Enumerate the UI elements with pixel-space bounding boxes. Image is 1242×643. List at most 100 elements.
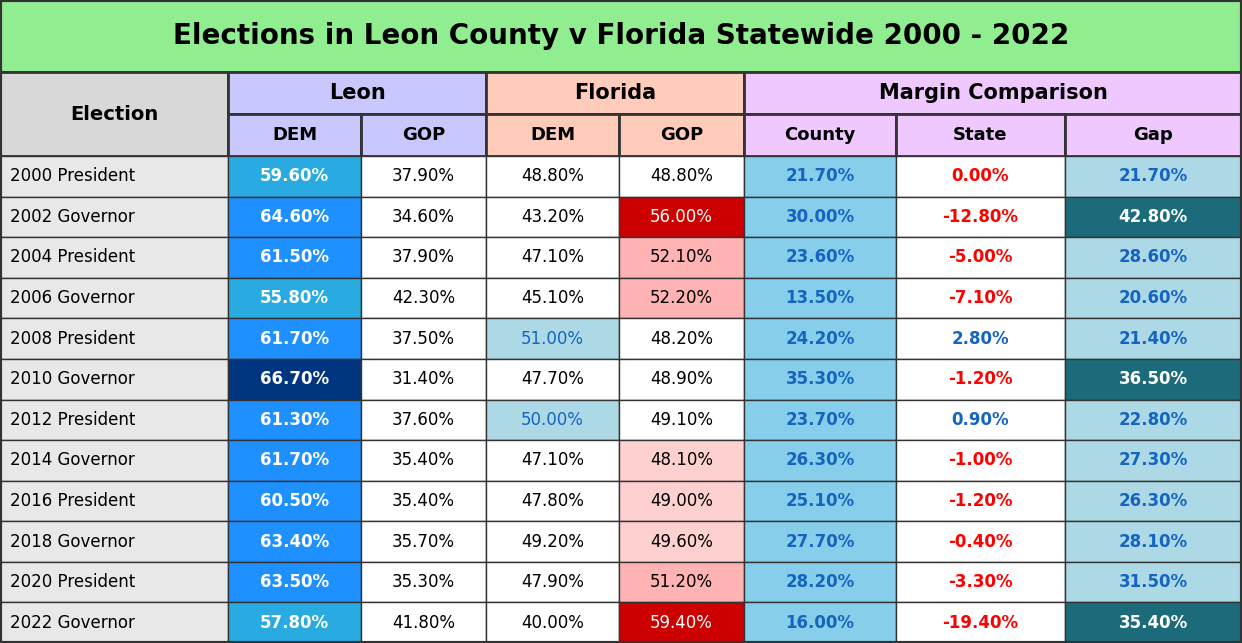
Text: Elections in Leon County v Florida Statewide 2000 - 2022: Elections in Leon County v Florida State… — [173, 22, 1069, 50]
Text: 22.80%: 22.80% — [1119, 411, 1189, 429]
Text: 43.20%: 43.20% — [520, 208, 584, 226]
Text: DEM: DEM — [530, 126, 575, 144]
Text: 48.80%: 48.80% — [650, 167, 713, 185]
Text: GOP: GOP — [402, 126, 445, 144]
Text: 0.00%: 0.00% — [951, 167, 1010, 185]
Text: 49.60%: 49.60% — [650, 532, 713, 550]
Text: 61.70%: 61.70% — [260, 330, 329, 348]
Bar — [361, 156, 486, 197]
Text: 52.10%: 52.10% — [650, 248, 713, 266]
Bar — [744, 521, 897, 562]
Text: 2002 Governor: 2002 Governor — [10, 208, 134, 226]
Text: 61.30%: 61.30% — [260, 411, 329, 429]
Text: 35.30%: 35.30% — [392, 573, 455, 591]
Text: -1.00%: -1.00% — [948, 451, 1012, 469]
Bar — [619, 156, 744, 197]
Bar — [744, 237, 897, 278]
Bar — [0, 440, 229, 481]
Text: Florida: Florida — [574, 83, 656, 103]
Bar — [619, 562, 744, 602]
Bar — [229, 521, 361, 562]
Bar — [486, 278, 619, 318]
Text: 37.60%: 37.60% — [392, 411, 455, 429]
Text: 2008 President: 2008 President — [10, 330, 135, 348]
Text: 27.30%: 27.30% — [1119, 451, 1189, 469]
Bar — [0, 156, 229, 197]
Bar — [0, 562, 229, 602]
Text: 36.50%: 36.50% — [1119, 370, 1187, 388]
Text: -1.20%: -1.20% — [948, 492, 1012, 510]
Bar — [619, 359, 744, 399]
Bar — [229, 359, 361, 399]
Text: 24.20%: 24.20% — [785, 330, 854, 348]
Text: 42.80%: 42.80% — [1119, 208, 1189, 226]
Text: 50.00%: 50.00% — [522, 411, 584, 429]
Bar — [619, 278, 744, 318]
Bar — [619, 318, 744, 359]
Bar — [0, 399, 229, 440]
Text: 51.20%: 51.20% — [650, 573, 713, 591]
Bar — [619, 481, 744, 521]
Bar — [897, 318, 1064, 359]
Bar — [0, 278, 229, 318]
Text: 31.40%: 31.40% — [392, 370, 455, 388]
Bar — [229, 278, 361, 318]
Text: 2018 Governor: 2018 Governor — [10, 532, 134, 550]
Bar — [486, 156, 619, 197]
Text: 35.40%: 35.40% — [1119, 613, 1189, 631]
Bar — [229, 156, 361, 197]
Bar — [897, 156, 1064, 197]
Bar — [361, 197, 486, 237]
Text: -3.30%: -3.30% — [948, 573, 1012, 591]
Bar — [1064, 562, 1242, 602]
Text: Election: Election — [70, 105, 158, 123]
Text: 28.20%: 28.20% — [785, 573, 854, 591]
Text: 23.70%: 23.70% — [785, 411, 854, 429]
Bar — [619, 521, 744, 562]
Text: 48.20%: 48.20% — [650, 330, 713, 348]
Bar — [229, 440, 361, 481]
Bar — [0, 521, 229, 562]
Text: 0.90%: 0.90% — [951, 411, 1010, 429]
Text: 49.20%: 49.20% — [520, 532, 584, 550]
Bar — [1064, 359, 1242, 399]
Bar — [361, 521, 486, 562]
Text: 16.00%: 16.00% — [785, 613, 854, 631]
Bar — [744, 114, 897, 156]
Text: 57.80%: 57.80% — [260, 613, 329, 631]
Bar — [486, 72, 744, 114]
Text: 47.70%: 47.70% — [522, 370, 584, 388]
Bar — [897, 197, 1064, 237]
Bar — [229, 237, 361, 278]
Text: 64.60%: 64.60% — [260, 208, 329, 226]
Bar — [897, 399, 1064, 440]
Bar — [486, 399, 619, 440]
Text: 21.70%: 21.70% — [1119, 167, 1189, 185]
Text: State: State — [953, 126, 1007, 144]
Bar — [229, 72, 486, 114]
Bar — [1064, 481, 1242, 521]
Text: Leon: Leon — [329, 83, 385, 103]
Bar — [486, 237, 619, 278]
Bar — [1064, 114, 1242, 156]
Text: 37.90%: 37.90% — [392, 167, 455, 185]
Bar — [229, 602, 361, 643]
Bar — [486, 440, 619, 481]
Text: 40.00%: 40.00% — [522, 613, 584, 631]
Text: 2014 Governor: 2014 Governor — [10, 451, 134, 469]
Bar — [619, 602, 744, 643]
Text: DEM: DEM — [272, 126, 317, 144]
Text: 2000 President: 2000 President — [10, 167, 135, 185]
Bar — [486, 114, 619, 156]
Text: 61.70%: 61.70% — [260, 451, 329, 469]
Bar — [744, 197, 897, 237]
Bar — [361, 562, 486, 602]
Bar — [361, 359, 486, 399]
Bar — [229, 197, 361, 237]
Text: Margin Comparison: Margin Comparison — [878, 83, 1108, 103]
Bar — [361, 318, 486, 359]
Bar — [744, 156, 897, 197]
Text: 2010 Governor: 2010 Governor — [10, 370, 134, 388]
Text: 49.10%: 49.10% — [650, 411, 713, 429]
Text: 45.10%: 45.10% — [520, 289, 584, 307]
